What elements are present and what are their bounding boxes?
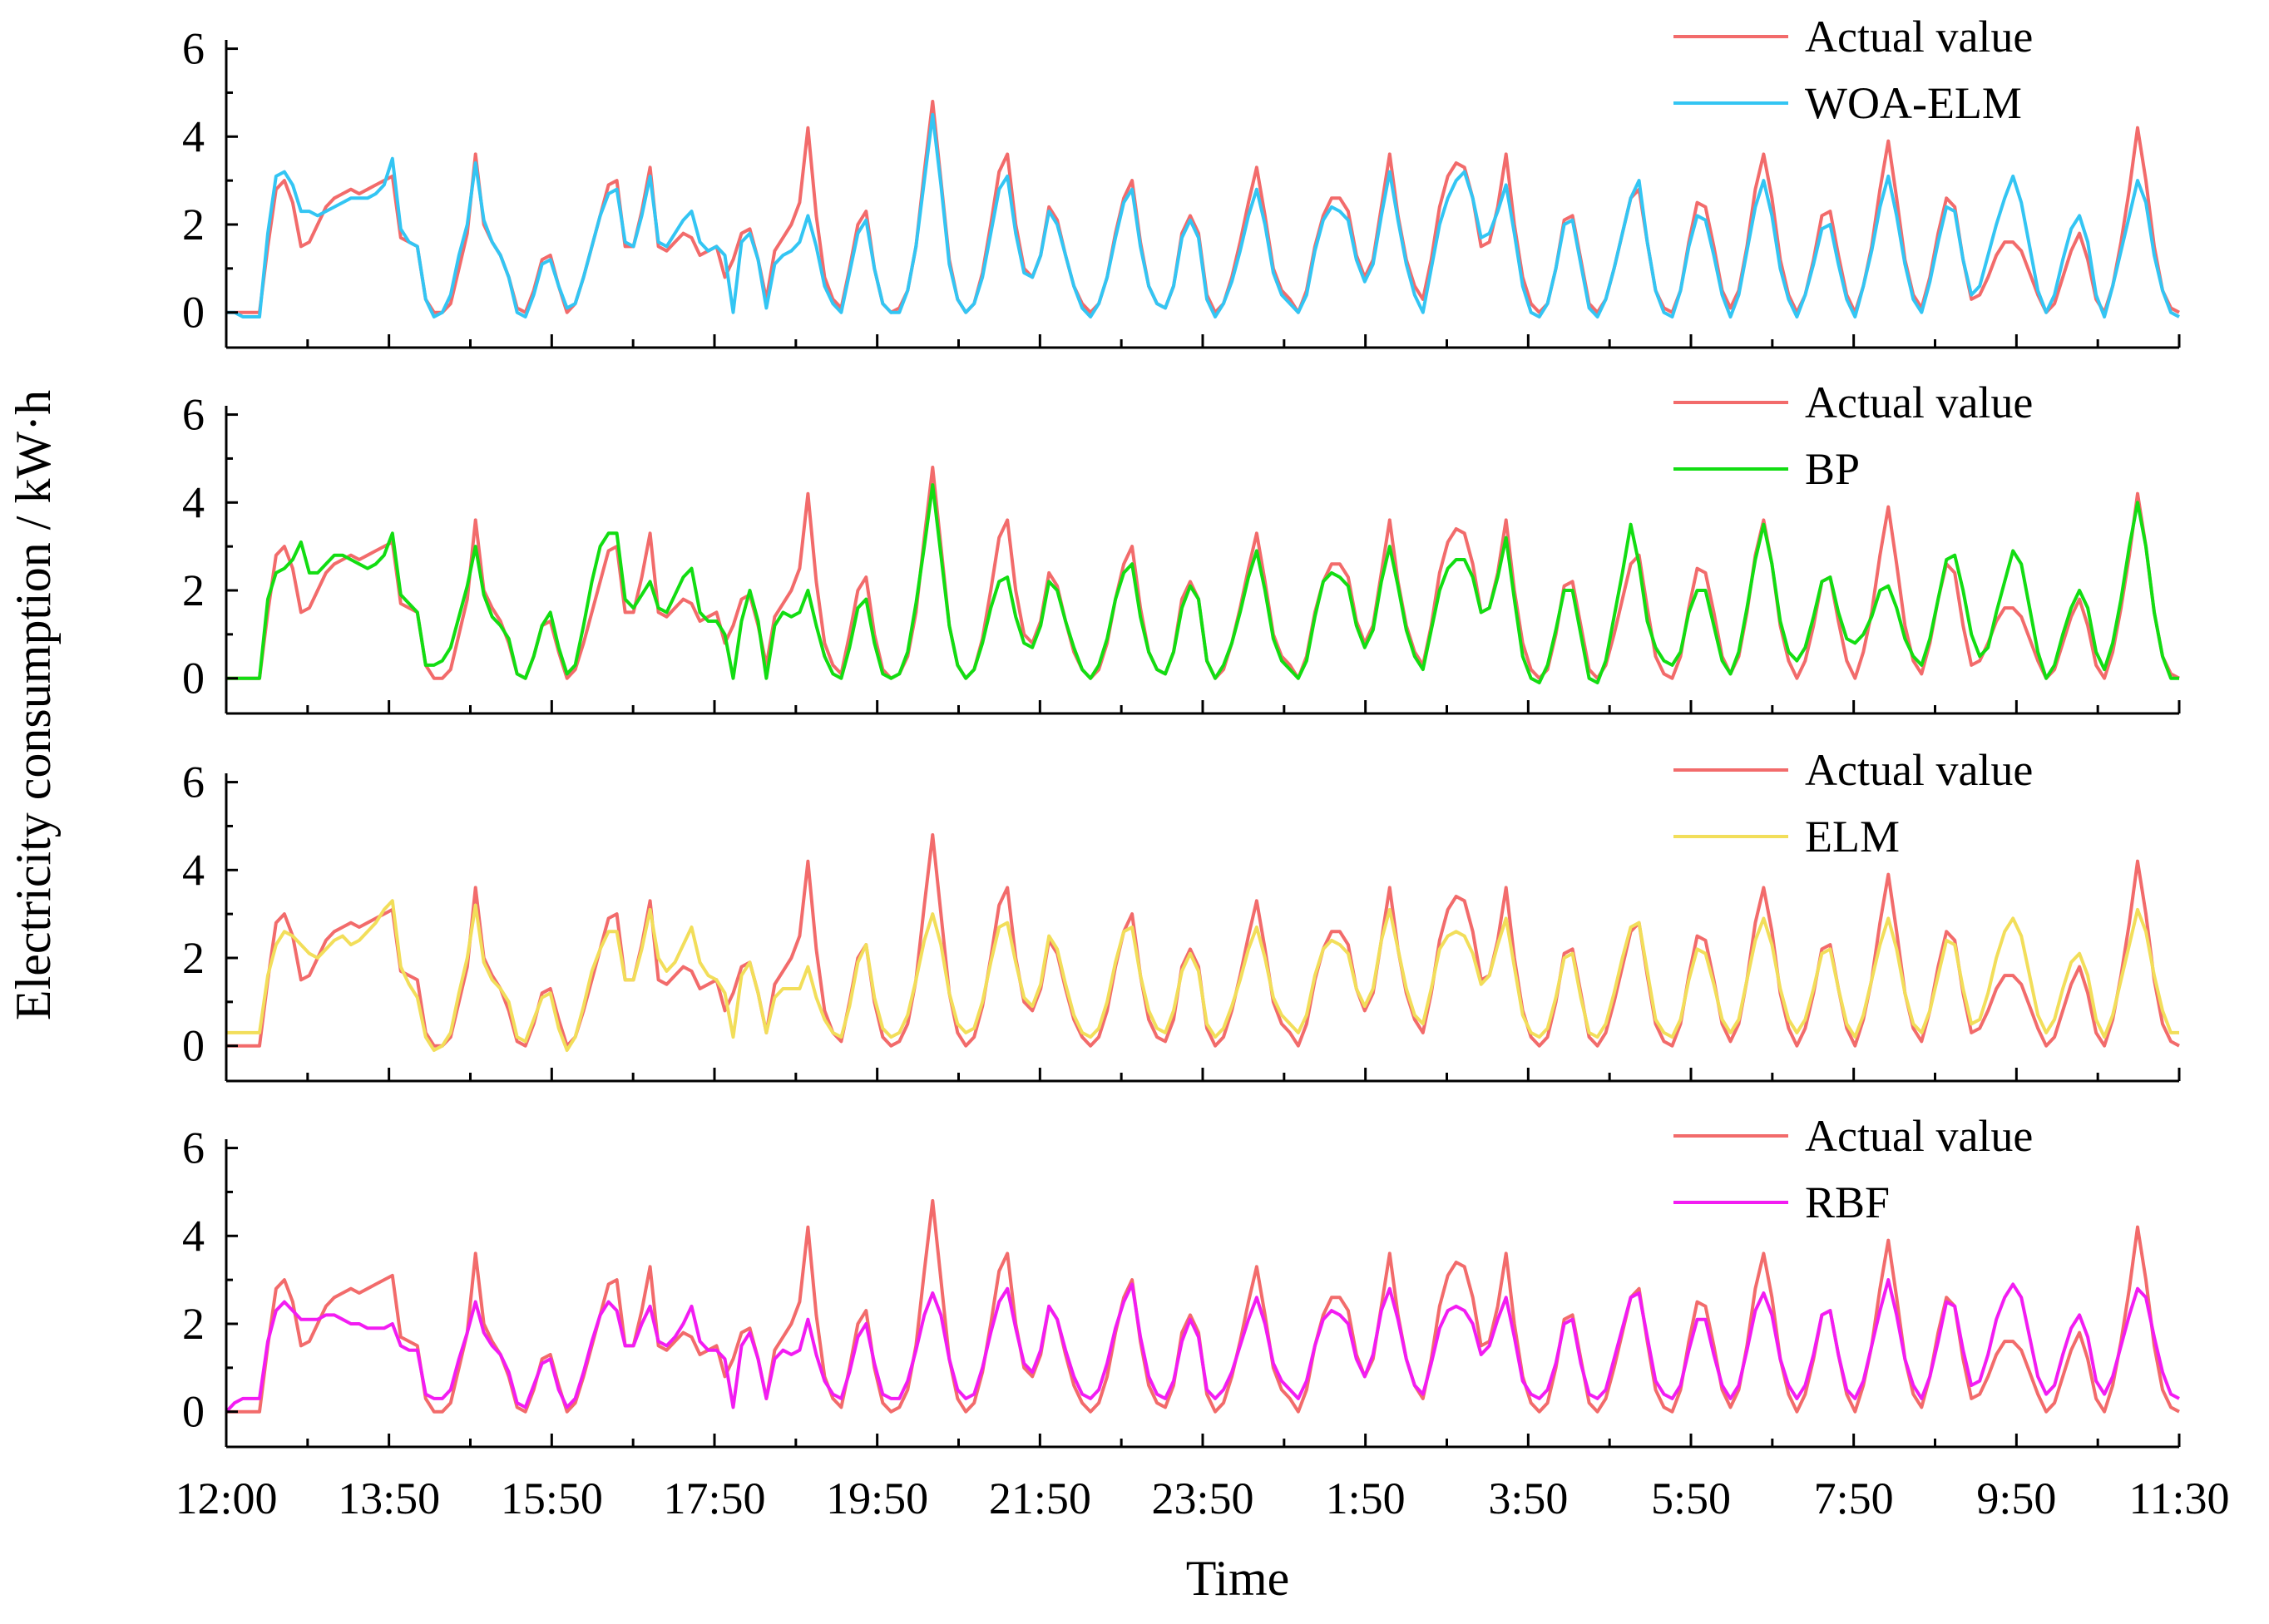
y-tick-label: 4	[182, 1211, 205, 1261]
y-tick-label: 0	[182, 654, 205, 703]
legend-label: Actual value	[1805, 378, 2033, 427]
legend-label: WOA-ELM	[1805, 78, 2022, 128]
legend-label: RBF	[1805, 1177, 1890, 1227]
legend-label: Actual value	[1805, 745, 2033, 795]
series-line-rbf	[225, 1278, 2180, 1414]
x-tick-label: 19:50	[826, 1473, 928, 1523]
y-tick-label: 6	[182, 390, 205, 440]
panel-1: 0 2 4 6 Actual value WOA-ELM	[182, 12, 2181, 349]
y-axis-title: Electricity consumption / kW·h	[6, 390, 61, 1020]
series-line-elm	[226, 899, 2179, 1052]
legend-label: BP	[1805, 444, 1860, 494]
x-tick-label: 17:50	[663, 1473, 765, 1523]
y-tick-label: 6	[182, 24, 205, 74]
y-tick-label: 6	[182, 758, 205, 807]
x-tick-label: 3:50	[1488, 1473, 1568, 1523]
y-tick-label: 2	[182, 565, 205, 615]
x-tick-labels: 12:00 13:50 15:50 17:50 19:50 21:50 23:50 1:50 3…	[175, 1473, 2229, 1523]
y-tick-label: 2	[182, 200, 205, 249]
legend-label: ELM	[1805, 812, 1900, 861]
series-line-actual-value	[226, 1199, 2180, 1414]
x-tick-label: 5:50	[1651, 1473, 1731, 1523]
x-tick-label: 13:50	[338, 1473, 440, 1523]
x-axis-title: Time	[1186, 1551, 1290, 1606]
y-tick-label: 4	[182, 845, 205, 895]
panels: 0 2 4 6 Actual value WOA-ELM 0 2 4 6 Actual value B…	[182, 12, 2181, 1449]
y-tick-label: 2	[182, 1299, 205, 1349]
x-tick-label: 15:50	[501, 1473, 603, 1523]
legend-label: Actual value	[1805, 1111, 2033, 1161]
panel-2: 0 2 4 6 Actual value BP	[182, 378, 2181, 715]
y-tick-label: 6	[182, 1123, 205, 1173]
panel-4: 0 2 4 6 Actual value RBF	[182, 1111, 2181, 1449]
x-tick-label: 11:30	[2129, 1473, 2230, 1523]
series-line-woa-elm	[226, 112, 2180, 318]
legend-label: Actual value	[1805, 12, 2033, 62]
y-tick-label: 4	[182, 111, 205, 161]
y-tick-label: 0	[182, 288, 205, 338]
x-tick-label: 9:50	[1976, 1473, 2056, 1523]
y-tick-label: 2	[182, 933, 205, 983]
series-line-actual-value	[226, 466, 2180, 680]
x-tick-label: 23:50	[1151, 1473, 1253, 1523]
y-tick-label: 0	[182, 1387, 205, 1437]
series-line-actual-value	[226, 833, 2180, 1048]
panel-3: 0 2 4 6 Actual value ELM	[182, 745, 2181, 1083]
y-tick-label: 0	[182, 1021, 205, 1071]
x-tick-label: 7:50	[1814, 1473, 1894, 1523]
y-tick-label: 4	[182, 477, 205, 527]
x-tick-label: 21:50	[989, 1473, 1091, 1523]
x-tick-label: 12:00	[175, 1473, 277, 1523]
series-line-bp	[226, 483, 2179, 684]
x-tick-label: 1:50	[1326, 1473, 1406, 1523]
